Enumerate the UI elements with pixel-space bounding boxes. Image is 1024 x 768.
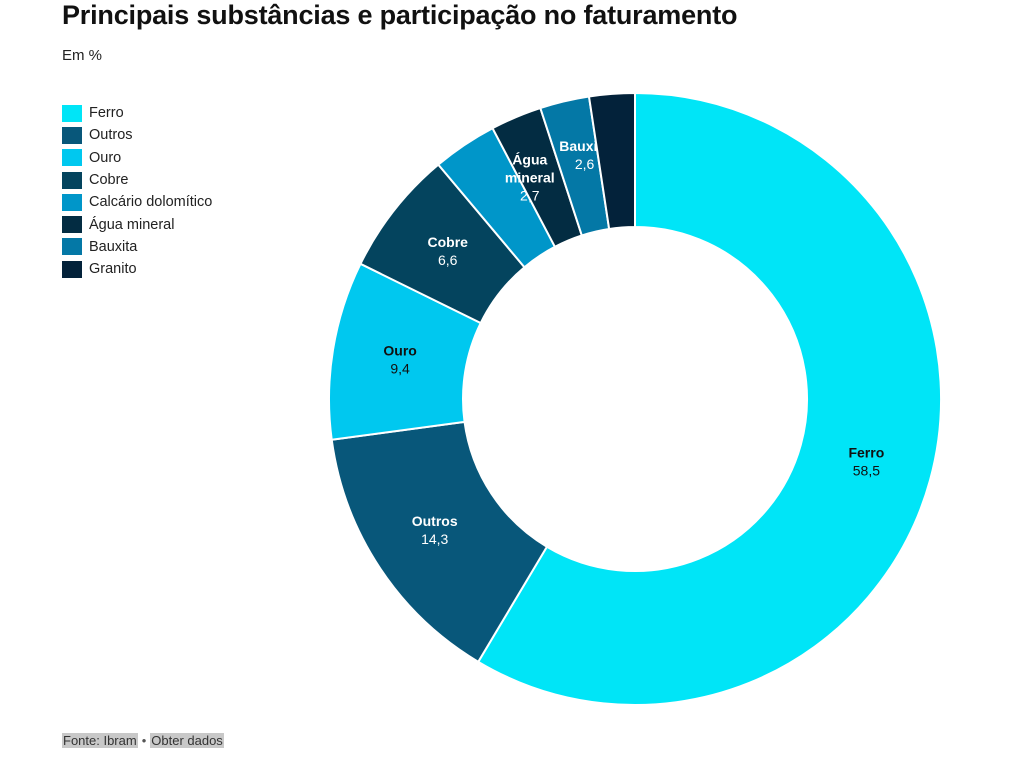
- legend-swatch: [62, 171, 82, 189]
- donut-slice: [476, 91, 942, 706]
- legend-item: Cobre: [62, 169, 212, 191]
- legend-item: Calcário dolomítico: [62, 191, 212, 213]
- legend-item: Ouro: [62, 147, 212, 169]
- slice-value-label: 14,3: [421, 531, 448, 547]
- chart-footer: Fonte: Ibram • Obter dados: [62, 733, 224, 748]
- legend-item: Água mineral: [62, 213, 212, 235]
- slice-name-label: mineral: [505, 169, 555, 185]
- slice-name-label: Água: [512, 151, 547, 167]
- legend-swatch: [62, 193, 82, 211]
- legend-label: Calcário dolomítico: [89, 194, 213, 211]
- slice-value-label: 9,4: [390, 360, 410, 376]
- source-note: Fonte: Ibram: [62, 733, 138, 748]
- legend-label: Bauxita: [89, 238, 138, 255]
- slice-name-label: Cobre: [428, 234, 469, 250]
- legend-label: Água mineral: [89, 216, 175, 233]
- chart-subtitle: Em %: [62, 47, 103, 64]
- slice-value-label: 58,5: [853, 462, 880, 478]
- legend-label: Ferro: [89, 105, 124, 122]
- legend-swatch: [62, 260, 82, 278]
- legend-label: Outros: [89, 127, 133, 144]
- slice-name-label: Ouro: [383, 342, 416, 358]
- chart-legend: Ferro Outros Ouro Cobre Calcário dolomítico Á…: [62, 102, 212, 280]
- legend-swatch: [62, 238, 82, 256]
- legend-swatch: [62, 149, 82, 167]
- legend-item: Granito: [62, 258, 212, 280]
- legend-swatch: [62, 126, 82, 144]
- slice-name-label: Ferro: [848, 444, 884, 460]
- legend-item: Outros: [62, 124, 212, 146]
- legend-label: Ouro: [89, 149, 122, 166]
- slice-value-label: 6,6: [438, 252, 458, 268]
- legend-item: Ferro: [62, 102, 212, 124]
- slice-value-label: 2,7: [520, 187, 540, 203]
- slice-value-label: 2,6: [575, 156, 595, 172]
- legend-item: Bauxita: [62, 236, 212, 258]
- legend-label: Granito: [89, 261, 137, 278]
- footer-separator: •: [141, 733, 147, 748]
- legend-swatch: [62, 216, 82, 234]
- slice-name-label: Outros: [412, 513, 458, 529]
- legend-swatch: [62, 104, 82, 122]
- legend-label: Cobre: [89, 172, 129, 189]
- chart-title: Principais substâncias e participação no…: [62, 0, 738, 30]
- donut-slice: [587, 91, 636, 231]
- get-data-link[interactable]: Obter dados: [150, 733, 224, 748]
